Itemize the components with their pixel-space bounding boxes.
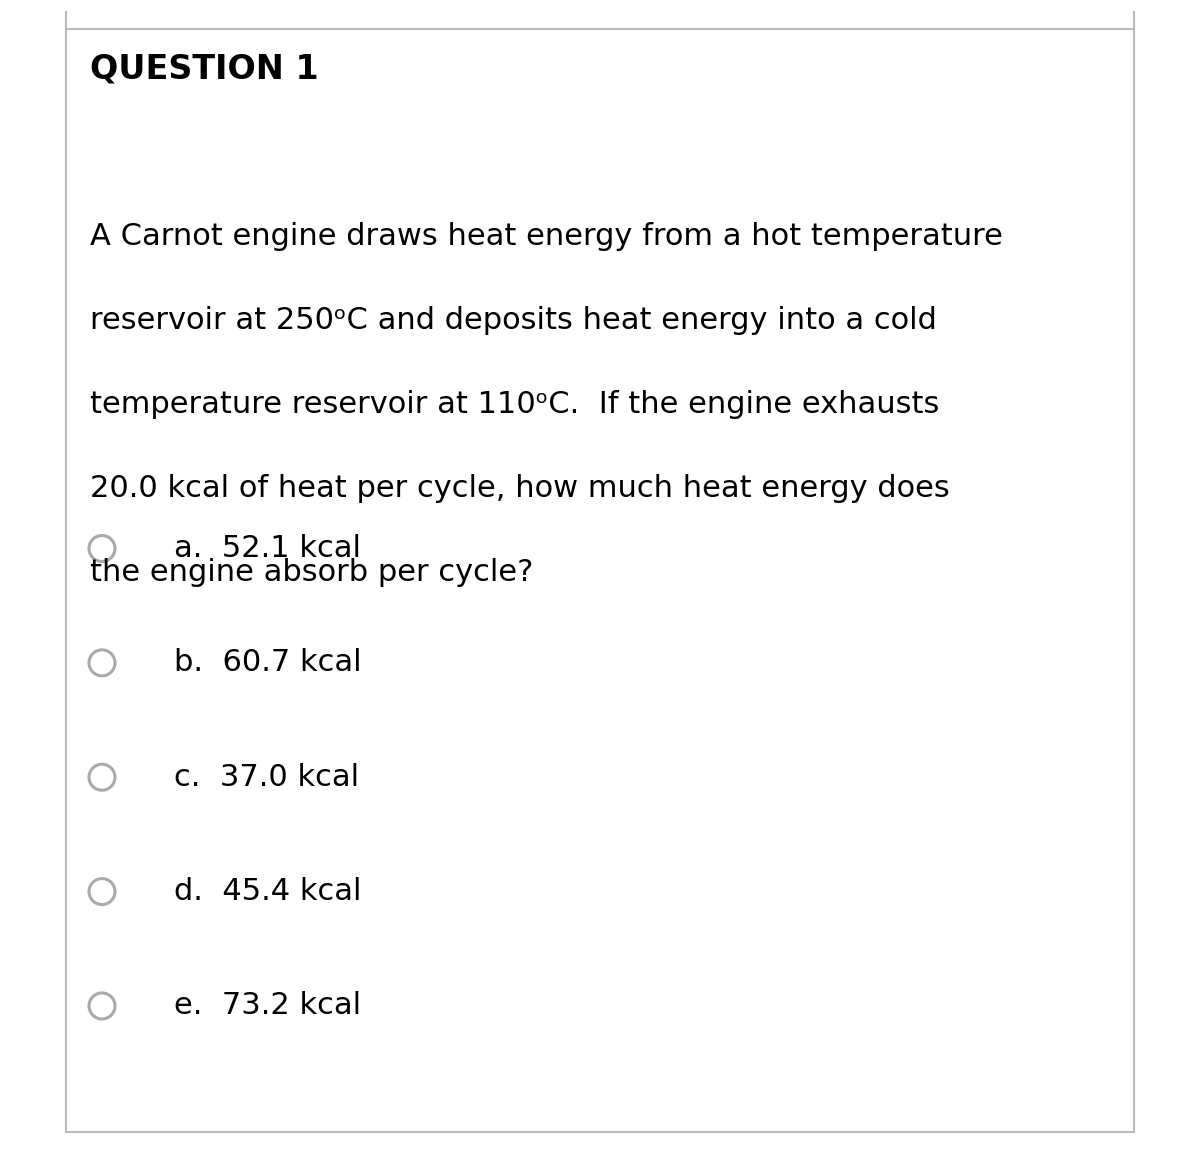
Text: the engine absorb per cycle?: the engine absorb per cycle? — [90, 558, 533, 587]
Text: 20.0 kcal of heat per cycle, how much heat energy does: 20.0 kcal of heat per cycle, how much he… — [90, 474, 949, 503]
Text: reservoir at 250ᵒC and deposits heat energy into a cold: reservoir at 250ᵒC and deposits heat ene… — [90, 306, 937, 335]
Text: b.  60.7 kcal: b. 60.7 kcal — [174, 649, 361, 677]
Text: a.  52.1 kcal: a. 52.1 kcal — [174, 534, 361, 562]
Text: c.  37.0 kcal: c. 37.0 kcal — [174, 763, 359, 791]
Text: temperature reservoir at 110ᵒC.  If the engine exhausts: temperature reservoir at 110ᵒC. If the e… — [90, 390, 940, 419]
Text: d.  45.4 kcal: d. 45.4 kcal — [174, 878, 361, 906]
Text: e.  73.2 kcal: e. 73.2 kcal — [174, 992, 361, 1020]
Text: A Carnot engine draws heat energy from a hot temperature: A Carnot engine draws heat energy from a… — [90, 222, 1003, 251]
Text: QUESTION 1: QUESTION 1 — [90, 53, 319, 85]
